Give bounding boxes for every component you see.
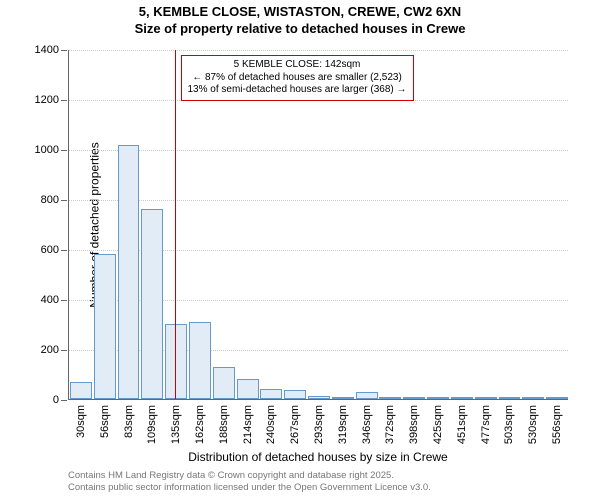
x-tick-label: 188sqm [218, 405, 230, 444]
histogram-bar [94, 254, 116, 399]
x-tick-label: 503sqm [503, 405, 515, 444]
y-tick-label: 200 [41, 344, 59, 356]
x-tick-label: 477sqm [480, 405, 492, 444]
footer-line2: Contains public sector information licen… [68, 482, 431, 494]
plot-area: 020040060080010001200140030sqm56sqm83sqm… [68, 50, 568, 400]
x-tick-label: 319sqm [337, 405, 349, 444]
gridline [69, 150, 568, 151]
y-tick [61, 300, 67, 301]
page-title-line2: Size of property relative to detached ho… [0, 21, 600, 38]
x-tick-label: 162sqm [194, 405, 206, 444]
x-tick-label: 293sqm [313, 405, 325, 444]
histogram-bar [379, 397, 401, 399]
histogram-bar [260, 389, 282, 399]
page-title-line1: 5, KEMBLE CLOSE, WISTASTON, CREWE, CW2 6… [0, 4, 600, 21]
histogram-bar [451, 397, 473, 399]
y-tick-label: 0 [53, 394, 59, 406]
x-tick-label: 267sqm [289, 405, 301, 444]
x-tick-label: 372sqm [384, 405, 396, 444]
reference-line [175, 50, 176, 399]
y-tick [61, 100, 67, 101]
x-tick-label: 109sqm [146, 405, 158, 444]
histogram-bar [189, 322, 211, 400]
x-tick-label: 451sqm [456, 405, 468, 444]
histogram-bar [356, 392, 378, 399]
gridline [69, 50, 568, 51]
y-tick [61, 400, 67, 401]
y-tick [61, 50, 67, 51]
annotation-line1: 5 KEMBLE CLOSE: 142sqm [188, 59, 407, 72]
y-tick-label: 400 [41, 294, 59, 306]
histogram-bar [284, 390, 306, 400]
histogram-bar [546, 397, 568, 399]
x-tick-label: 240sqm [265, 405, 277, 444]
y-tick-label: 1200 [35, 94, 59, 106]
y-tick [61, 350, 67, 351]
histogram-bar [165, 324, 187, 399]
x-tick-label: 214sqm [242, 405, 254, 444]
annotation-line2: ← 87% of detached houses are smaller (2,… [188, 72, 407, 85]
histogram-bar [475, 397, 497, 399]
annotation-line3: 13% of semi-detached houses are larger (… [188, 84, 407, 97]
x-axis-label: Distribution of detached houses by size … [188, 450, 447, 464]
y-tick-label: 800 [41, 194, 59, 206]
y-tick-label: 1000 [35, 144, 59, 156]
histogram-bar [427, 397, 449, 399]
x-tick-label: 530sqm [527, 405, 539, 444]
x-tick-label: 30sqm [75, 405, 87, 438]
gridline [69, 200, 568, 201]
histogram-bar [70, 382, 92, 400]
x-tick-label: 135sqm [170, 405, 182, 444]
histogram-bar [332, 397, 354, 400]
histogram-bar [308, 396, 330, 399]
histogram-bar [237, 379, 259, 399]
footer-line1: Contains HM Land Registry data © Crown c… [68, 470, 431, 482]
x-tick-label: 346sqm [361, 405, 373, 444]
y-tick-label: 600 [41, 244, 59, 256]
footer: Contains HM Land Registry data © Crown c… [68, 470, 431, 494]
x-tick-label: 398sqm [408, 405, 420, 444]
x-tick-label: 425sqm [432, 405, 444, 444]
annotation-box: 5 KEMBLE CLOSE: 142sqm ← 87% of detached… [181, 55, 414, 101]
y-tick [61, 200, 67, 201]
x-tick-label: 556sqm [551, 405, 563, 444]
x-tick-label: 83sqm [123, 405, 135, 438]
x-tick-label: 56sqm [99, 405, 111, 438]
histogram-bar [522, 397, 544, 399]
histogram-bar [403, 397, 425, 399]
y-tick-label: 1400 [35, 44, 59, 56]
histogram-bar [213, 367, 235, 400]
histogram-bar [118, 145, 140, 399]
histogram-chart: Number of detached properties Distributi… [68, 50, 568, 400]
histogram-bar [141, 209, 163, 399]
y-tick [61, 150, 67, 151]
histogram-bar [499, 397, 521, 399]
y-tick [61, 250, 67, 251]
